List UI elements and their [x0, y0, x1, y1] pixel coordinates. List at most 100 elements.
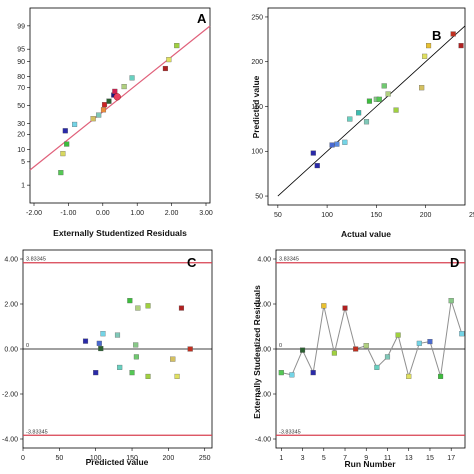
panel-label: C: [187, 255, 197, 270]
data-point: [416, 340, 422, 346]
x-tick-label: 200: [163, 455, 175, 462]
data-point: [438, 373, 444, 379]
x-axis-ticks: 0 50 100 150 200 250: [21, 448, 211, 462]
data-point: [450, 31, 456, 37]
highlighted-point: [113, 93, 121, 101]
x-tick-label: 150: [126, 455, 138, 462]
data-point: [100, 107, 107, 113]
x-tick-label: 15: [426, 455, 434, 462]
y-tick-label: 5: [21, 159, 25, 166]
data-point: [82, 338, 89, 344]
data-point: [60, 151, 66, 157]
data-point: [129, 75, 135, 81]
panel-label: B: [432, 28, 441, 43]
data-point: [170, 356, 176, 362]
data-point: [174, 43, 180, 49]
y-tick-label: 20: [17, 132, 25, 139]
y-axis-title: Predicted value: [251, 75, 261, 138]
panel-label: A: [197, 11, 207, 26]
y-tick-label: 2.00: [4, 301, 18, 308]
data-point: [90, 116, 96, 122]
y-tick-label: 50: [17, 103, 25, 110]
data-point: [384, 354, 391, 360]
y-tick-label: 4.00: [257, 256, 271, 263]
x-tick-label: 100: [321, 212, 333, 219]
y-tick-label: 70: [17, 85, 25, 92]
normal-probability-panel: 1 5 10 20 30 50 70 80 90 95 99 -2.00 -1.00 0.00 1.00 2…: [17, 7, 213, 238]
x-tick-label: 2.00: [165, 210, 179, 217]
y-axis-ticks: 1 5 10 20 30 50 70 80 90 95 99: [17, 23, 30, 190]
data-point: [127, 298, 133, 304]
data-point: [342, 139, 348, 145]
data-point: [278, 370, 284, 376]
data-point: [112, 88, 118, 94]
x-tick-label: 50: [55, 455, 63, 462]
x-tick-label: -2.00: [26, 210, 42, 217]
x-tick-label: 0: [21, 455, 25, 462]
data-point: [406, 373, 412, 379]
data-point: [93, 370, 99, 376]
x-tick-label: 1: [279, 455, 283, 462]
x-tick-label: 7: [343, 455, 347, 462]
data-point: [422, 53, 428, 59]
data-point: [187, 346, 193, 352]
data-point: [393, 107, 399, 113]
y-tick-label: -4.00: [2, 436, 18, 443]
x-tick-label: 200: [420, 212, 432, 219]
y-tick-label: 1: [21, 183, 25, 190]
data-point: [363, 343, 369, 349]
y-tick-label: 30: [17, 121, 25, 128]
point-layer: [310, 31, 464, 169]
data-point: [356, 110, 362, 116]
x-tick-label: 5: [322, 455, 326, 462]
data-point: [289, 372, 295, 378]
x-tick-label: 1.00: [130, 210, 144, 217]
data-point: [98, 345, 104, 352]
data-point: [145, 303, 151, 309]
point-layer: [82, 298, 193, 379]
data-point: [129, 370, 135, 376]
x-tick-label: 17: [447, 455, 455, 462]
y-tick-label: 95: [17, 47, 25, 54]
y-tick-label: 4.00: [4, 256, 18, 263]
data-point: [135, 305, 141, 311]
data-point: [145, 373, 151, 379]
point-layer: [58, 43, 180, 176]
x-tick-label: 50: [274, 212, 282, 219]
data-point: [374, 364, 380, 370]
data-point: [64, 141, 70, 147]
zero-line-label: 0: [279, 343, 282, 349]
x-axis-ticks: 1 3 5 7 9 11 13 15 17: [279, 448, 455, 462]
data-point: [419, 85, 425, 91]
y-axis-ticks: 50 100 150 200 250: [251, 14, 268, 200]
data-point: [427, 339, 433, 345]
x-tick-label: 13: [405, 455, 413, 462]
data-point: [363, 119, 370, 125]
data-point: [72, 121, 78, 127]
data-point: [385, 91, 391, 97]
data-point: [366, 98, 373, 104]
y-tick-label: -2.00: [2, 391, 18, 398]
upper-limit-label: 3.83345: [26, 257, 46, 263]
plot-frame: [267, 7, 466, 206]
x-tick-label: -1.00: [60, 210, 76, 217]
x-axis-ticks: 50 100 150 200 250: [274, 205, 474, 219]
data-point: [106, 98, 112, 104]
data-point: [58, 170, 64, 176]
y-tick-label: 200: [251, 59, 263, 66]
x-axis-ticks: -2.00 -1.00 0.00 1.00 2.00 3.00: [26, 203, 213, 217]
data-point: [62, 128, 68, 134]
x-tick-label: 100: [90, 455, 102, 462]
x-tick-label: 250: [469, 212, 474, 219]
y-tick-label: 0.00: [257, 346, 271, 353]
data-point: [342, 305, 348, 311]
y-tick-label: -2.00: [255, 391, 271, 398]
data-point: [321, 303, 327, 309]
plot-frame: [29, 7, 211, 204]
y-axis-ticks: 4.00 2.00 0.00 -2.00 -4.00: [2, 256, 23, 443]
y-tick-label: 250: [251, 14, 263, 21]
y-tick-label: -4.00: [255, 436, 271, 443]
data-point: [166, 57, 172, 63]
data-point: [458, 43, 464, 49]
